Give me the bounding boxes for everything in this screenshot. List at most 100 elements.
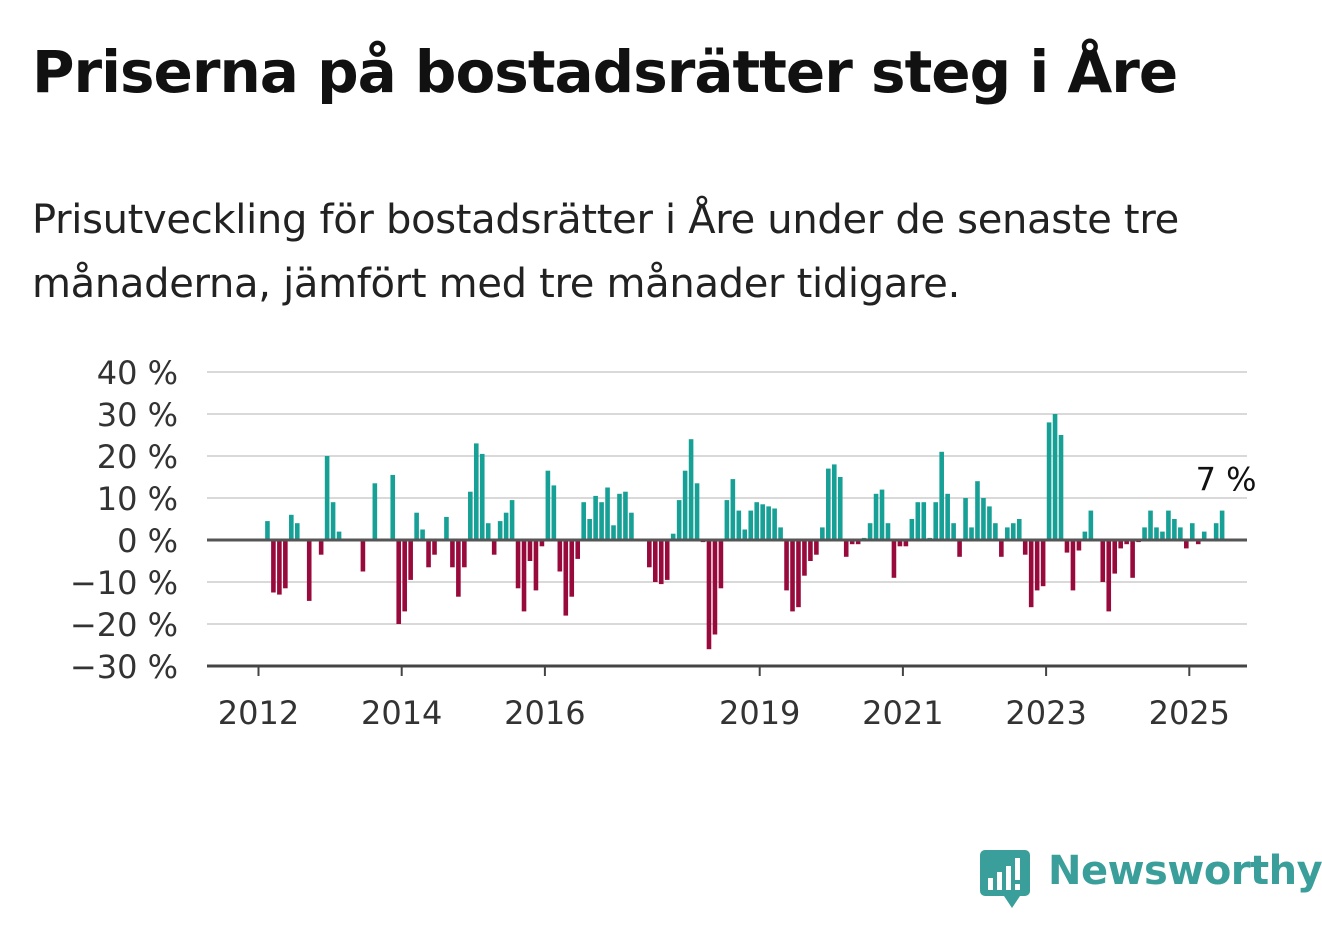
bar (1016, 519, 1022, 540)
bar (515, 540, 521, 589)
x-tick-label: 2014 (361, 694, 442, 732)
bar (1219, 510, 1225, 540)
bar (1010, 523, 1016, 540)
bar (372, 483, 378, 540)
bar (730, 479, 736, 540)
bar (360, 540, 366, 572)
bar (1195, 540, 1201, 545)
bar (682, 470, 688, 540)
bar (479, 453, 485, 540)
bar (897, 540, 903, 547)
bar (1148, 510, 1153, 540)
bar (1160, 531, 1165, 540)
bar (545, 470, 551, 540)
bar (975, 481, 980, 540)
bar (1022, 540, 1028, 555)
bar (402, 540, 407, 612)
x-tick-label: 2016 (504, 694, 585, 732)
bar (390, 474, 396, 540)
bar (444, 516, 449, 540)
bar (324, 456, 330, 540)
bar (808, 540, 813, 561)
x-tick-label: 2021 (862, 694, 943, 732)
bar (521, 540, 527, 612)
bar (1118, 540, 1123, 549)
bar (820, 527, 825, 540)
y-tick-label: −20 % (70, 606, 178, 644)
x-tick-label: 2012 (218, 694, 299, 732)
bar (473, 443, 479, 540)
bar (497, 521, 503, 540)
bar (414, 512, 419, 540)
bar (1076, 540, 1082, 551)
x-axis-labels: 2012 2014 2016 2019 2021 2023 2025 (218, 694, 1230, 732)
bar (408, 540, 413, 580)
bar (1142, 527, 1147, 540)
bar (921, 502, 927, 540)
bar (456, 540, 461, 597)
bar (294, 523, 300, 540)
y-tick-label: −10 % (70, 564, 178, 602)
bar (539, 540, 545, 547)
bar (802, 540, 807, 576)
x-tick-label: 2019 (719, 694, 800, 732)
bar (491, 540, 497, 555)
bar (1130, 540, 1135, 578)
bar (772, 508, 777, 540)
bar (283, 540, 288, 589)
bar (1046, 422, 1052, 540)
bar (712, 540, 718, 635)
bar (754, 502, 760, 540)
bar (1112, 540, 1118, 574)
bar (933, 502, 939, 540)
bar (318, 540, 324, 555)
bar (593, 495, 598, 540)
bar (873, 493, 879, 540)
bar (611, 525, 616, 540)
bar (605, 487, 610, 540)
bar (306, 540, 312, 601)
bar (855, 540, 861, 545)
y-tick-label: 40 % (97, 354, 178, 392)
bar (575, 540, 581, 559)
bar (885, 523, 891, 540)
bars (265, 414, 1225, 650)
bar (587, 519, 592, 540)
bar (581, 502, 586, 540)
chart-title: Priserna på bostadsrätter steg i Åre (32, 38, 1178, 106)
bar (1005, 527, 1010, 540)
bar (1154, 527, 1159, 540)
bar (957, 540, 962, 557)
bar (271, 540, 276, 593)
bar (450, 540, 455, 568)
bar (1040, 540, 1046, 587)
bar (969, 527, 974, 540)
bar (748, 510, 754, 540)
bar (533, 540, 539, 591)
bar (462, 540, 467, 568)
bar (1178, 527, 1183, 540)
bar (557, 540, 563, 572)
bar (658, 540, 664, 585)
bar (724, 500, 730, 540)
bar (527, 540, 533, 561)
bar (396, 540, 402, 624)
bar (1028, 540, 1034, 608)
bar (1106, 540, 1112, 612)
bar (652, 540, 658, 582)
bar (826, 468, 831, 540)
y-tick-label: −30 % (70, 648, 178, 686)
bar (1088, 510, 1094, 540)
bar (1058, 435, 1064, 540)
bar (790, 540, 795, 612)
bar (867, 523, 873, 540)
newsworthy-logo-icon (980, 850, 1030, 908)
bar (736, 510, 742, 540)
bar (694, 483, 700, 540)
bar (569, 540, 575, 597)
bar (993, 523, 998, 540)
bar (1064, 540, 1070, 553)
bar (647, 540, 652, 568)
bar (676, 500, 682, 540)
bar (987, 506, 992, 540)
